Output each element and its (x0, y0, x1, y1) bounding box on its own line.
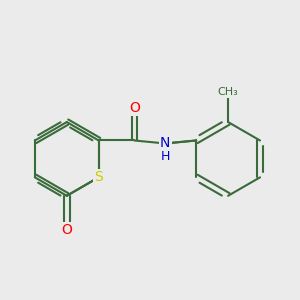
Text: O: O (129, 101, 140, 115)
Text: N: N (160, 136, 170, 151)
Text: O: O (61, 223, 72, 237)
Text: S: S (94, 170, 103, 184)
Text: CH₃: CH₃ (218, 87, 238, 97)
Text: H: H (160, 150, 170, 163)
